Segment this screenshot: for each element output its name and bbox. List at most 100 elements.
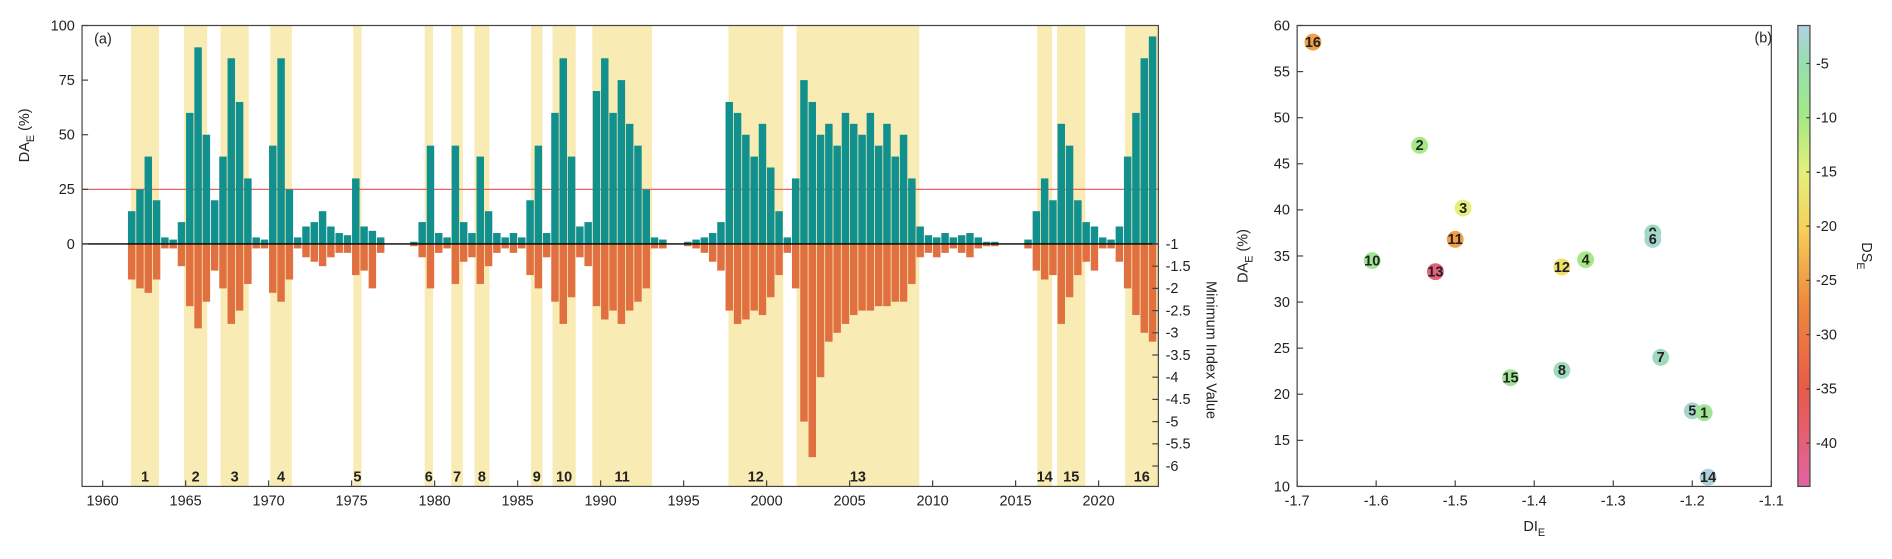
bar: [459, 222, 468, 244]
bar: [924, 243, 933, 253]
period-label: 12: [748, 470, 764, 486]
bar: [468, 243, 476, 258]
bar: [584, 243, 592, 267]
bar: [484, 211, 493, 244]
bar: [501, 237, 509, 244]
bar: [601, 58, 609, 244]
bar: [991, 243, 999, 247]
bar: [891, 156, 899, 244]
bar: [451, 243, 460, 284]
bar: [933, 237, 941, 244]
point: [1411, 136, 1429, 154]
bar: [634, 145, 642, 244]
colorbar-tick-label: -30: [1816, 327, 1837, 343]
bar: [435, 233, 443, 244]
bar: [509, 233, 518, 244]
bar: [227, 58, 236, 244]
bar: [484, 243, 493, 267]
bar: [576, 226, 584, 244]
point-label: 14: [1700, 470, 1716, 486]
bar: [850, 243, 858, 316]
bar: [949, 237, 958, 244]
bar: [725, 243, 734, 311]
bar: [576, 243, 584, 258]
bar: [476, 156, 485, 244]
bar: [219, 156, 227, 244]
bar: [941, 243, 949, 253]
bar: [684, 243, 692, 247]
x-tick-label: 2000: [751, 494, 783, 510]
y-tick-label: 20: [1274, 387, 1290, 403]
bar: [219, 243, 227, 289]
y2-tick-label: -4.5: [1166, 392, 1191, 408]
bar: [858, 134, 866, 244]
y-tick-label: 35: [1274, 249, 1290, 265]
bar: [700, 237, 709, 244]
colorbar-tick-label: -20: [1816, 219, 1837, 235]
bar: [244, 243, 252, 284]
bar: [684, 241, 692, 244]
bar: [1115, 226, 1124, 244]
period-label: 9: [533, 470, 541, 486]
bar: [908, 178, 916, 244]
period-label: 13: [850, 470, 866, 486]
y-tick-label: 15: [1274, 433, 1290, 449]
y-tick-label: 45: [1274, 157, 1290, 173]
bar: [177, 243, 186, 267]
bar: [816, 243, 825, 378]
bar: [1123, 156, 1132, 244]
bar: [1057, 243, 1065, 324]
colorbar-tick-label: -10: [1816, 111, 1837, 127]
point-label: 6: [1649, 232, 1657, 248]
bar: [874, 243, 883, 307]
x-tick-label: 2010: [917, 494, 949, 510]
bar: [202, 134, 211, 244]
bar: [210, 200, 219, 244]
bar: [1024, 243, 1032, 249]
bar: [775, 211, 783, 244]
period-label: 5: [353, 470, 361, 486]
bar: [899, 243, 908, 302]
bar: [883, 243, 891, 307]
bar: [235, 243, 244, 311]
bar: [227, 243, 236, 324]
bar: [252, 243, 260, 249]
bar: [841, 243, 850, 324]
y2-tick-label: -1.5: [1166, 259, 1191, 275]
bar: [277, 243, 285, 302]
x-tick-label: 1965: [170, 494, 202, 510]
bar: [650, 237, 659, 244]
bar: [808, 243, 817, 458]
point-label: 13: [1427, 264, 1443, 280]
x-tick-label: -1.6: [1364, 494, 1389, 510]
bar: [692, 243, 700, 249]
bar: [459, 243, 468, 262]
bar: [650, 243, 659, 249]
bar: [285, 243, 294, 280]
bar: [542, 233, 551, 244]
y-tick-label: 10: [1274, 479, 1290, 495]
bar: [924, 235, 933, 244]
bar: [791, 178, 800, 244]
bar: [559, 243, 568, 324]
bar: [285, 189, 294, 244]
x-tick-label: -1.4: [1522, 494, 1547, 510]
colorbar-tick-label: -15: [1816, 165, 1837, 181]
period-label: 2: [192, 470, 200, 486]
bar: [742, 243, 750, 320]
bar: [659, 243, 667, 249]
point-label: 11: [1448, 232, 1463, 248]
y2-tick-label: -3: [1166, 326, 1179, 342]
point-label: 8: [1558, 363, 1566, 379]
bar: [866, 243, 875, 311]
bar: [169, 243, 177, 249]
bar: [127, 211, 136, 244]
bar: [825, 243, 833, 342]
bar: [293, 243, 302, 249]
y2-tick-label: -3.5: [1166, 348, 1191, 364]
bar: [1065, 243, 1074, 298]
bar: [957, 243, 966, 253]
bar: [1140, 58, 1148, 244]
period-label: 3: [231, 470, 239, 486]
bar: [1107, 239, 1115, 244]
